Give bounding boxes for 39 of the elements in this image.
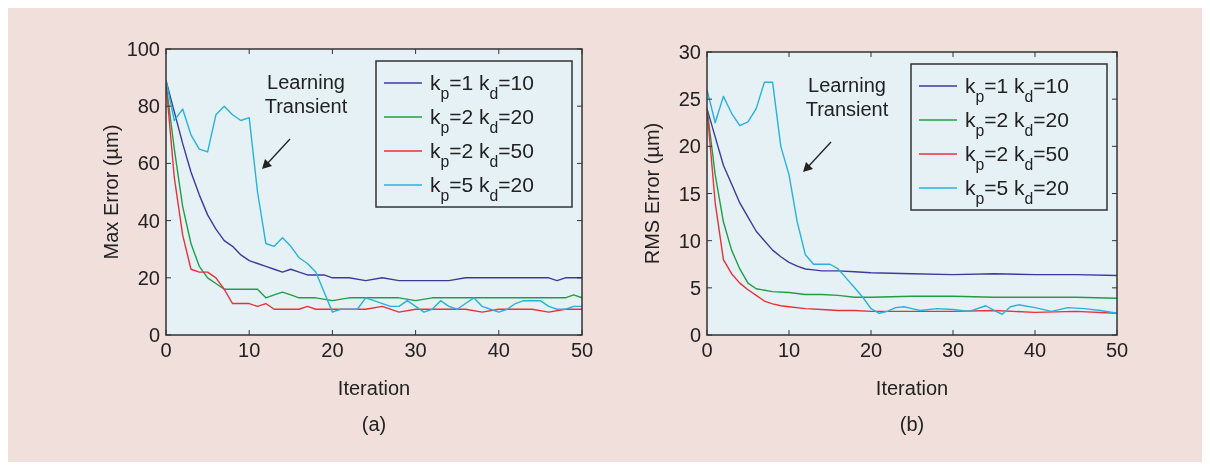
x-tick-label: 30 bbox=[404, 339, 427, 361]
y-tick-label: 80 bbox=[137, 95, 160, 118]
y-tick-label: 100 bbox=[126, 38, 160, 60]
y-tick-label: 20 bbox=[137, 266, 160, 289]
y-tick-label: 60 bbox=[137, 152, 160, 175]
legend-label: k$_{p}$=2 k$_{d}$=50 bbox=[430, 139, 534, 170]
y-axis-title: RMS Error (µm) bbox=[641, 122, 663, 265]
x-tick-label: 10 bbox=[777, 339, 801, 361]
y-tick-label: 30 bbox=[678, 41, 701, 63]
x-tick-label: 10 bbox=[238, 339, 261, 361]
y-tick-label: 0 bbox=[148, 324, 160, 346]
annotation: Learning Transient bbox=[264, 71, 348, 117]
x-tick-label: 20 bbox=[859, 339, 883, 361]
x-tick-label: 40 bbox=[487, 339, 510, 361]
legend-label: k$_{p}$=5 k$_{d}$=20 bbox=[430, 173, 534, 204]
x-tick-label: 30 bbox=[941, 339, 965, 361]
x-tick-label: 40 bbox=[1023, 339, 1047, 361]
annotation: Learning Transient bbox=[805, 74, 889, 120]
y-tick-label: 20 bbox=[678, 135, 701, 158]
y-tick-label: 40 bbox=[137, 209, 160, 232]
text: (b) bbox=[899, 413, 925, 435]
y-axis-title: Max Error (µm) bbox=[100, 124, 122, 260]
legend-label: k$_{p}$=2 k$_{d}$=20 bbox=[430, 105, 534, 136]
legend-label: k$_{p}$=1 k$_{d}$=10 bbox=[965, 74, 1069, 105]
legend-label: k$_{p}$=1 k$_{d}$=10 bbox=[430, 71, 534, 102]
text: (a) bbox=[361, 413, 387, 435]
x-tick-label: 50 bbox=[570, 339, 594, 361]
y-tick-label: 0 bbox=[689, 324, 701, 346]
x-tick-label: 50 bbox=[1105, 339, 1129, 361]
legend-label: k$_{p}$=2 k$_{d}$=20 bbox=[965, 108, 1069, 139]
y-tick-label: 15 bbox=[678, 182, 701, 205]
x-axis-title: Iteration bbox=[337, 377, 411, 399]
legend-label: k$_{p}$=2 k$_{d}$=50 bbox=[965, 142, 1069, 173]
y-tick-label: 5 bbox=[689, 276, 701, 299]
y-tick-label: 10 bbox=[678, 229, 701, 252]
x-tick-label: 20 bbox=[321, 339, 344, 361]
x-axis-title: Iteration bbox=[875, 377, 949, 399]
legend-label: k$_{p}$=5 k$_{d}$=20 bbox=[965, 176, 1069, 207]
y-tick-label: 25 bbox=[678, 88, 701, 111]
